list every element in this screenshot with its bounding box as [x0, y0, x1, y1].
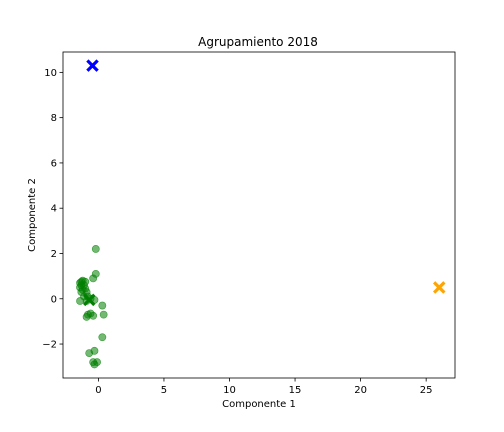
centroid-marker [82, 293, 96, 307]
y-tick-label: −2 [42, 340, 57, 351]
x-tick-label: 0 [95, 385, 101, 396]
data-point [85, 349, 94, 357]
y-tick-label: 6 [51, 158, 57, 169]
x-tick-label: 25 [420, 385, 433, 396]
plot-area [62, 51, 456, 379]
x-tick-label: 15 [289, 385, 302, 396]
data-point [91, 269, 100, 278]
centroid-marker [86, 59, 99, 72]
data-point [91, 245, 100, 253]
data-point [86, 309, 95, 318]
y-axis: −2 0 2 4 6 8 10 [42, 68, 63, 351]
x-tick-label: 10 [223, 385, 236, 396]
y-tick-label: 2 [51, 249, 57, 260]
y-axis-title: Componente 2 [27, 178, 38, 252]
data-points [76, 245, 108, 369]
centroid-marker [433, 281, 446, 294]
y-tick-label: 8 [51, 113, 57, 124]
y-tick-label: 4 [51, 204, 57, 215]
x-tick-label: 20 [354, 385, 367, 396]
data-point [98, 301, 107, 310]
data-point [98, 333, 107, 342]
chart-title: Agrupamiento 2018 [198, 35, 318, 49]
y-tick-label: 0 [51, 294, 57, 305]
x-axis: 0 5 10 15 20 25 [95, 378, 433, 396]
y-tick-label: 10 [44, 68, 57, 79]
data-point [90, 360, 99, 369]
x-tick-label: 5 [161, 385, 167, 396]
x-axis-title: Componente 1 [222, 399, 296, 410]
data-point [99, 310, 108, 319]
centroid-markers [82, 59, 446, 307]
data-point [76, 297, 84, 305]
